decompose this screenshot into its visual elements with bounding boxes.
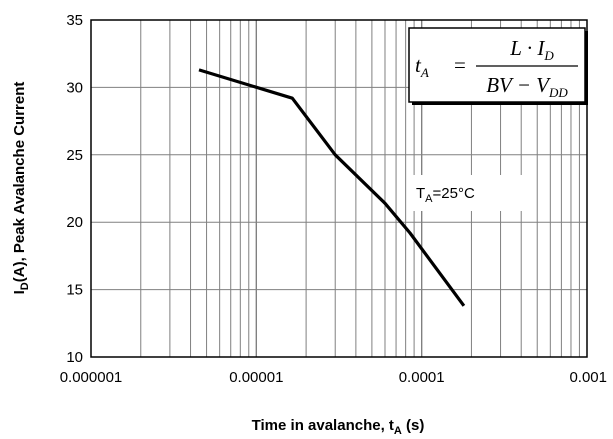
y-tick-label: 30 bbox=[66, 79, 83, 96]
formula-lhs-sub: A bbox=[420, 65, 429, 80]
formula-equals: = bbox=[454, 53, 466, 77]
x-axis-title-main: Time in avalanche, t bbox=[252, 417, 394, 434]
temperature-annotation-tail: =25°C bbox=[433, 185, 475, 202]
y-axis-title: ID(A), Peak Avalanche Current bbox=[11, 82, 31, 295]
plot-area-frame bbox=[90, 19, 588, 358]
x-tick-label: 0.000001 bbox=[60, 369, 123, 386]
formula-numerator-sub: D bbox=[543, 48, 554, 63]
x-tick-label: 0.001 bbox=[569, 369, 607, 386]
y-tick-label: 15 bbox=[66, 282, 83, 299]
x-axis-title: Time in avalanche, tA (s) bbox=[252, 417, 425, 437]
series-layer bbox=[198, 68, 466, 307]
x-axis-title-sub: A bbox=[394, 425, 402, 437]
tick-labels: 10 15 20 25 30 35 0.000001 0.00001 0.0001 0.001 bbox=[60, 12, 607, 386]
y-tick-label: 10 bbox=[66, 349, 83, 366]
temperature-annotation-box bbox=[408, 175, 522, 211]
formula-lhs: tA bbox=[415, 53, 429, 80]
x-axis-title-tail: (s) bbox=[402, 417, 425, 434]
y-tick-label: 35 bbox=[66, 12, 83, 29]
formula-denominator-main: BV − V bbox=[486, 73, 551, 97]
avalanche-current-line bbox=[198, 68, 466, 307]
y-axis-title-lead: I bbox=[11, 290, 28, 294]
formula-denominator: BV − VDD bbox=[486, 73, 568, 100]
formula-box-shadow bbox=[585, 31, 588, 105]
formula-box-shadow-bottom bbox=[412, 102, 588, 105]
y-axis-title-main: (A), Peak Avalanche Current bbox=[11, 82, 28, 283]
x-tick-label: 0.0001 bbox=[399, 369, 445, 386]
formula-lhs-t: t bbox=[415, 53, 422, 77]
formula-numerator-main: L · I bbox=[509, 36, 545, 60]
formula-denominator-sub: DD bbox=[548, 85, 568, 100]
y-tick-label: 20 bbox=[66, 214, 83, 231]
y-tick-label: 25 bbox=[66, 147, 83, 164]
formula-numerator: L · ID bbox=[509, 36, 554, 63]
temperature-annotation: TA=25°C bbox=[416, 185, 475, 205]
temperature-annotation-main: T bbox=[416, 185, 425, 202]
temperature-annotation-sub: A bbox=[425, 193, 433, 205]
y-axis-title-sub: D bbox=[19, 282, 31, 290]
x-tick-label: 0.00001 bbox=[229, 369, 283, 386]
